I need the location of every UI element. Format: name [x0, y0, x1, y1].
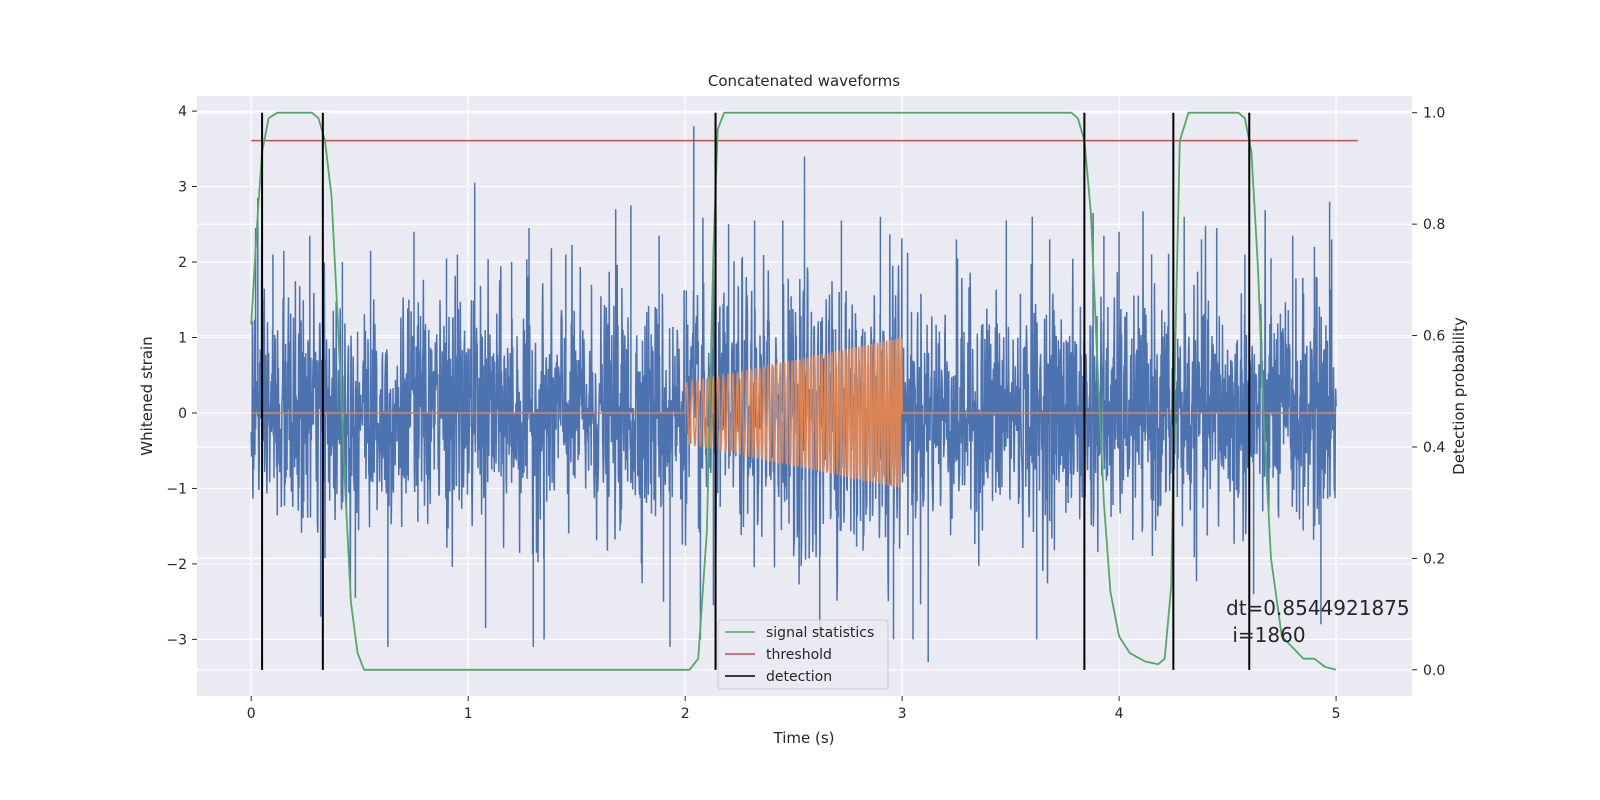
y-tick-label: 3	[178, 180, 187, 196]
x-ticks: 0 1 2 3 4 5	[247, 696, 1341, 722]
noise-series-line	[250, 126, 1337, 662]
x-tick-label: 0	[247, 706, 256, 722]
x-tick-label: 3	[898, 706, 907, 722]
y-ticks-left: −3 −2 −1 0 1 2 3 4	[166, 104, 197, 648]
y-right-tick-label: 1.0	[1423, 106, 1445, 122]
annotation-i: i=1860	[1226, 623, 1306, 647]
y-right-tick-label: 0.8	[1423, 217, 1445, 233]
y-axis-label-right: Detection probability	[1450, 317, 1468, 475]
legend-box	[717, 619, 889, 690]
y-tick-label: −1	[166, 481, 187, 497]
y-tick-label: 2	[178, 255, 187, 271]
y-right-tick-label: 0.0	[1423, 663, 1445, 679]
legend: signal statistics threshold detection	[717, 619, 889, 690]
x-tick-label: 1	[464, 706, 473, 722]
x-tick-label: 5	[1332, 706, 1341, 722]
y-tick-label: 0	[178, 406, 187, 422]
legend-label-detection: detection	[766, 669, 832, 685]
legend-label-threshold: threshold	[766, 647, 832, 663]
x-tick-label: 2	[681, 706, 690, 722]
y-tick-label: 1	[178, 331, 187, 347]
x-axis-label: Time (s)	[773, 729, 835, 747]
y-tick-label: 4	[178, 104, 187, 120]
y-ticks-right: 0.0 0.2 0.4 0.6 0.8 1.0	[1412, 106, 1445, 679]
x-tick-label: 4	[1115, 706, 1124, 722]
y-axis-label: Whitened strain	[138, 336, 156, 455]
series-layer	[250, 111, 1358, 671]
annotation-dt: dt=0.8544921875	[1226, 596, 1410, 620]
chart-title: Concatenated waveforms	[708, 72, 900, 90]
legend-label-signal-statistics: signal statistics	[766, 625, 874, 641]
y-right-tick-label: 0.4	[1423, 440, 1445, 456]
signal-statistics-line	[250, 111, 1337, 671]
injected-waveform-line	[251, 337, 1337, 489]
y-tick-label: −3	[166, 632, 187, 648]
y-right-tick-label: 0.2	[1423, 551, 1445, 567]
y-tick-label: −2	[166, 557, 187, 573]
y-right-tick-label: 0.6	[1423, 329, 1445, 345]
